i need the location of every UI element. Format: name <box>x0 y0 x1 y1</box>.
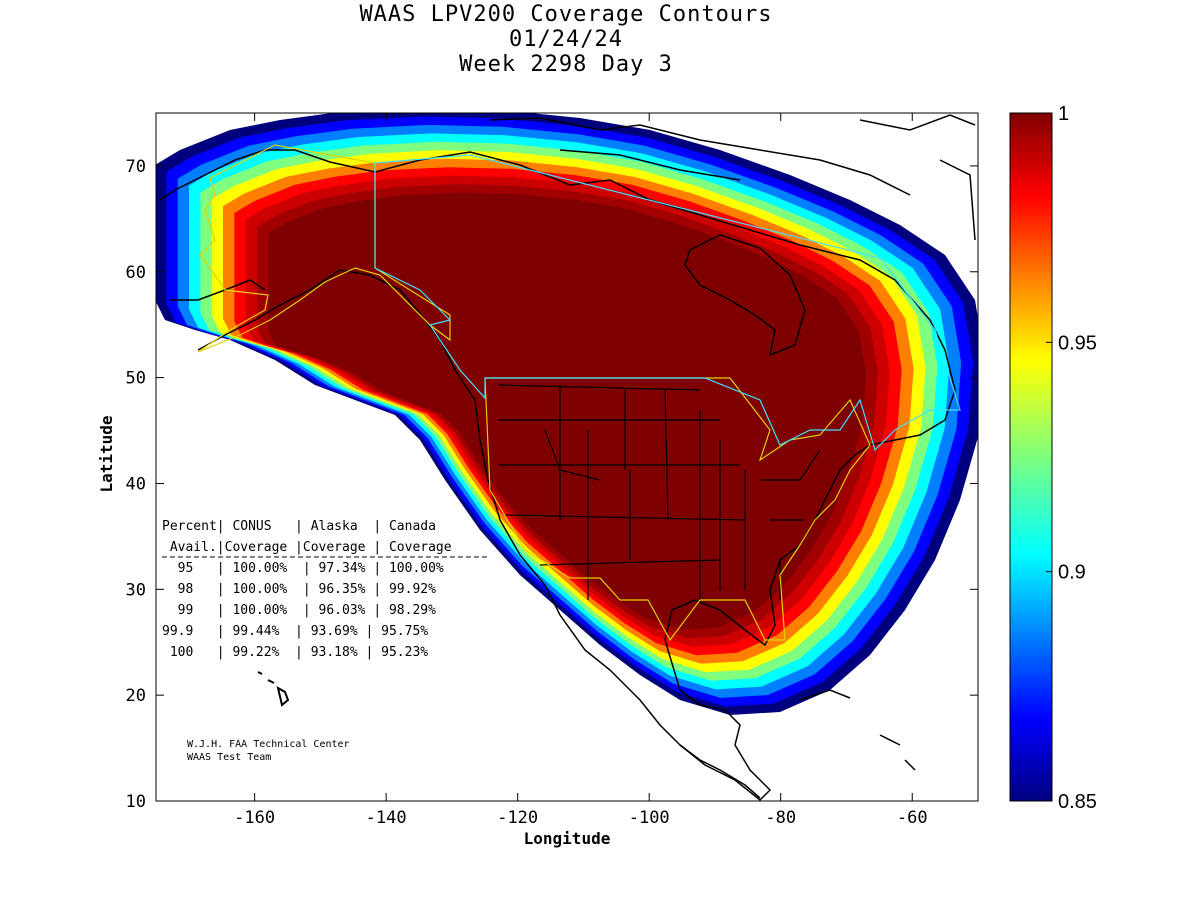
full-coverage-region <box>317 228 815 594</box>
chart-title: WAAS LPV200 Coverage Contours <box>359 2 773 27</box>
canada-service-volume <box>374 154 961 452</box>
table-header-row: Percent| CONUS | Alaska | Canada <box>162 519 436 534</box>
x-tick-label: -80 <box>765 808 796 828</box>
plot-frame <box>155 112 979 802</box>
colorbar-tick-label: 0.85 <box>1058 791 1097 813</box>
x-tick-label: -160 <box>234 808 275 828</box>
y-axis-ticks: 10 20 30 40 50 60 70 <box>126 157 978 812</box>
coverage-table: Percent| CONUS | Alaska | Canada Avail.|… <box>162 519 490 660</box>
colorbar-ticks: 0.85 0.9 0.95 1 <box>1046 103 1097 813</box>
chart-week: Week 2298 Day 3 <box>459 52 673 77</box>
credit-line: WAAS Test Team <box>187 752 271 763</box>
x-tick-label: -100 <box>629 808 670 828</box>
coverage-contours <box>156 113 978 715</box>
x-tick-label: -120 <box>497 808 538 828</box>
x-axis-label: Longitude <box>524 829 611 848</box>
table-row: 95 | 100.00% | 97.34% | 100.00% <box>162 561 444 576</box>
x-tick-label: -60 <box>897 808 928 828</box>
y-axis-label: Latitude <box>97 415 116 492</box>
credit-line: W.J.H. FAA Technical Center <box>187 739 350 750</box>
y-tick-label: 10 <box>126 792 146 812</box>
table-row: 100 | 99.22% | 93.18% | 95.23% <box>162 645 428 660</box>
colorbar <box>1009 112 1053 802</box>
chart-date: 01/24/24 <box>509 27 623 52</box>
map-outlines <box>159 114 976 801</box>
colorbar-tick-label: 0.9 <box>1058 562 1086 584</box>
y-tick-label: 40 <box>126 474 146 494</box>
central-america-outline <box>679 689 916 799</box>
colorbar-tick-label: 1 <box>1058 103 1069 125</box>
arctic-islands-outline <box>489 114 976 241</box>
y-tick-label: 60 <box>126 263 146 283</box>
table-row: 98 | 100.00% | 96.35% | 99.92% <box>162 582 436 597</box>
x-tick-label: -140 <box>366 808 407 828</box>
x-axis-ticks: -160 -140 -120 -100 -80 -60 <box>234 113 928 828</box>
y-tick-label: 70 <box>126 157 146 177</box>
table-row: 99 | 100.00% | 96.03% | 98.29% <box>162 603 436 618</box>
colorbar-tick-label: 0.95 <box>1058 332 1097 354</box>
table-row: 99.9 | 99.44% | 93.69% | 95.75% <box>162 624 428 639</box>
hudson-bay-outline <box>684 234 806 357</box>
y-tick-label: 20 <box>126 686 146 706</box>
y-tick-label: 50 <box>126 369 146 389</box>
table-header-row: Avail.|Coverage |Coverage | Coverage <box>162 540 452 555</box>
y-tick-label: 30 <box>126 580 146 600</box>
alaska-service-volume <box>197 144 451 353</box>
hawaii-islands <box>257 671 290 707</box>
